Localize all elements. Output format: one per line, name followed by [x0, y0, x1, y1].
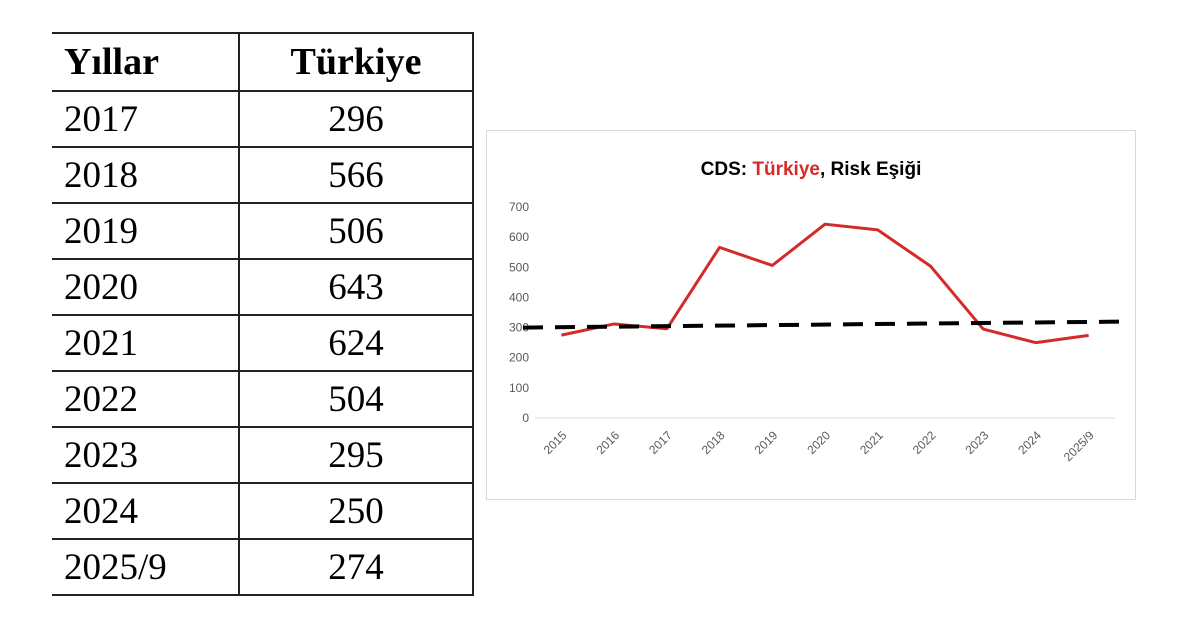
x-tick-label: 2021	[857, 428, 886, 457]
y-tick-label: 500	[509, 260, 529, 274]
value-cell: 624	[238, 314, 474, 372]
title-suffix: Risk Eşiği	[831, 159, 922, 180]
y-tick-label: 200	[509, 351, 529, 365]
x-tick-label: 2015	[541, 428, 570, 457]
header-turkiye: Türkiye	[238, 32, 474, 92]
table-row: 2018 566	[52, 146, 474, 204]
value-cell: 566	[238, 146, 474, 204]
table-row: 2019 506	[52, 202, 474, 260]
table-row: 2021 624	[52, 314, 474, 372]
cds-table: Yıllar Türkiye 2017 296 2018 566 2019 506 2020…	[52, 32, 474, 596]
year-cell: 2019	[52, 202, 240, 260]
title-prefix: CDS:	[701, 159, 753, 180]
cds-line-chart: CDS: Türkiye, Risk Eşiği 0 100 200 300 400 50…	[509, 159, 1128, 464]
x-tick-label: 2024	[1015, 428, 1044, 457]
value-cell: 643	[238, 258, 474, 316]
turkiye-cds-line	[561, 222, 1089, 345]
x-tick-label: 2025/9	[1061, 428, 1097, 464]
chart-panel: CDS: Türkiye, Risk Eşiği 0 100 200 300 400 50…	[486, 130, 1136, 500]
value-cell: 504	[238, 370, 474, 428]
year-cell: 2018	[52, 146, 240, 204]
table-header-row: Yıllar Türkiye	[52, 32, 474, 92]
y-tick-label: 100	[509, 381, 529, 395]
y-tick-label: 600	[509, 230, 529, 244]
y-tick-label: 400	[509, 290, 529, 304]
year-cell: 2020	[52, 258, 240, 316]
table-row: 2025/9 274	[52, 538, 474, 596]
y-axis: 0 100 200 300 400 500 600 700	[509, 200, 529, 425]
year-cell: 2021	[52, 314, 240, 372]
table-row: 2020 643	[52, 258, 474, 316]
chart-title: CDS: Türkiye, Risk Eşiği	[701, 159, 922, 180]
header-years: Yıllar	[52, 32, 240, 92]
table-row: 2017 296	[52, 90, 474, 148]
x-tick-label: 2017	[646, 428, 675, 457]
x-tick-label: 2020	[804, 428, 833, 457]
table-row: 2024 250	[52, 482, 474, 540]
value-cell: 295	[238, 426, 474, 484]
year-cell: 2025/9	[52, 538, 240, 596]
table-row: 2022 504	[52, 370, 474, 428]
value-cell: 296	[238, 90, 474, 148]
year-cell: 2024	[52, 482, 240, 540]
title-separator: ,	[820, 159, 831, 180]
value-cell: 274	[238, 538, 474, 596]
value-cell: 506	[238, 202, 474, 260]
value-cell: 250	[238, 482, 474, 540]
year-cell: 2022	[52, 370, 240, 428]
risk-threshold-line	[522, 319, 1128, 330]
y-tick-label: 0	[522, 411, 529, 425]
table-row: 2023 295	[52, 426, 474, 484]
y-tick-label: 300	[509, 321, 529, 335]
y-tick-label: 700	[509, 200, 529, 214]
x-axis: 2015 2016 2017 2018 2019 2020 2021 2022 2023 2024…	[541, 428, 1097, 464]
title-highlight: Türkiye	[752, 159, 820, 180]
x-tick-label: 2018	[699, 428, 728, 457]
year-cell: 2023	[52, 426, 240, 484]
x-tick-label: 2023	[963, 428, 992, 457]
year-cell: 2017	[52, 90, 240, 148]
series-layer	[522, 222, 1128, 345]
x-tick-label: 2016	[593, 428, 622, 457]
x-tick-label: 2022	[910, 428, 939, 457]
x-tick-label: 2019	[752, 428, 781, 457]
